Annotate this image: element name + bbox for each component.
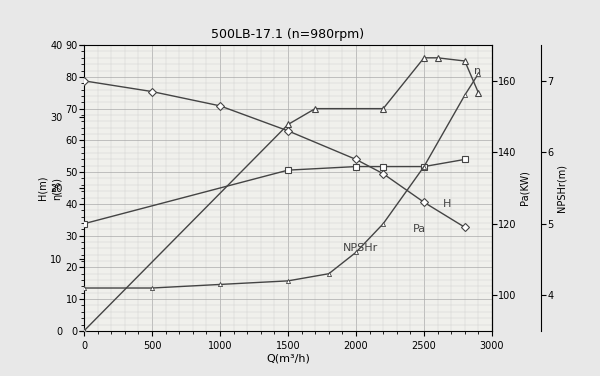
- X-axis label: Q(m³/h): Q(m³/h): [266, 353, 310, 363]
- Text: η: η: [475, 65, 481, 76]
- Y-axis label: NPSHr(m): NPSHr(m): [556, 164, 566, 212]
- Text: NPSHr: NPSHr: [343, 243, 377, 253]
- Text: Pa: Pa: [413, 224, 426, 234]
- Title: 500LB-17.1 (n=980rpm): 500LB-17.1 (n=980rpm): [211, 28, 365, 41]
- Y-axis label: H(m): H(m): [37, 176, 47, 200]
- Text: H: H: [443, 199, 451, 209]
- Y-axis label: Pa(KW): Pa(KW): [520, 171, 530, 205]
- Y-axis label: η(%): η(%): [53, 176, 62, 200]
